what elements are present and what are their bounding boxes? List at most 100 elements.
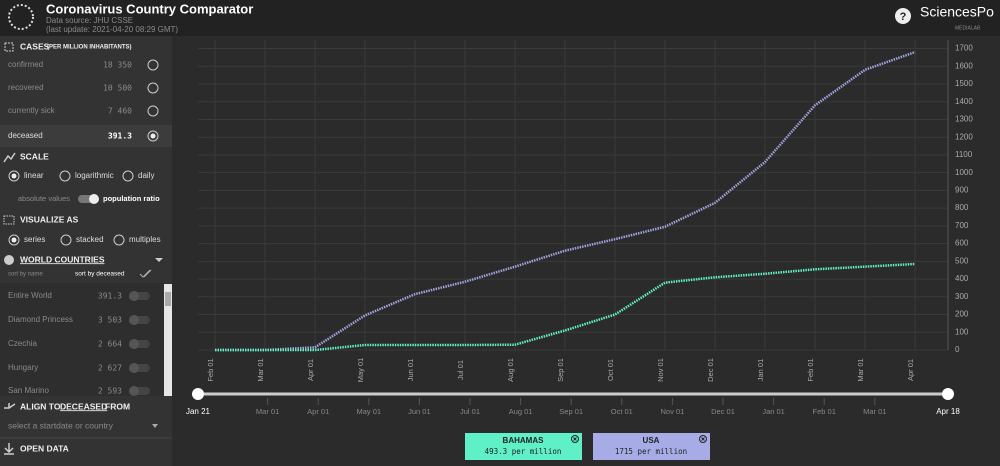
x-tick-label: Mar 01 — [856, 358, 865, 381]
sort[interactable]: sort by deceased — [75, 271, 125, 278]
country-label[interactable]: Hungary — [8, 363, 38, 372]
slider-label: Oct 01 — [611, 407, 633, 416]
country-knob[interactable] — [129, 339, 139, 349]
help-button[interactable] — [895, 8, 911, 24]
case-label[interactable]: recovered — [8, 83, 44, 92]
country-value[interactable]: 391.3 — [98, 292, 122, 301]
country-knob[interactable] — [129, 386, 139, 396]
x-tick-label: Jan 01 — [756, 359, 765, 382]
dropdown[interactable] — [155, 258, 163, 262]
list-bg — [0, 283, 172, 396]
y-tick-label: 400 — [955, 274, 969, 283]
legend-name: USA — [643, 436, 660, 445]
align-metric[interactable]: DECEASED — [60, 401, 107, 411]
x-tick-label: Feb 01 — [206, 358, 215, 381]
icon — [4, 42, 14, 52]
section-title: ALIGN TO — [20, 401, 61, 411]
country-label[interactable]: Entire World — [8, 291, 52, 300]
radio[interactable] — [60, 234, 72, 246]
check — [139, 269, 152, 278]
country-label[interactable]: Diamond Princess — [8, 315, 73, 324]
radio[interactable] — [122, 170, 134, 182]
x-tick-label: Jul 01 — [456, 360, 465, 380]
radio-dot[interactable] — [150, 133, 156, 139]
y-tick-label: 200 — [955, 310, 969, 319]
visualize-option[interactable]: stacked — [76, 235, 104, 244]
slider-label: Feb 01 — [813, 407, 836, 416]
y-tick-label: 1700 — [955, 44, 973, 53]
radio-dot[interactable] — [11, 237, 17, 243]
dropdown[interactable] — [152, 424, 158, 428]
y-tick-label: 300 — [955, 292, 969, 301]
legend-chip[interactable] — [593, 433, 710, 460]
case-value[interactable]: 18 350 — [103, 61, 132, 70]
legend-close-x[interactable] — [701, 437, 705, 441]
radio-dot[interactable] — [11, 173, 17, 179]
icon — [4, 403, 16, 409]
legend-chip[interactable] — [465, 433, 582, 460]
case-label[interactable]: deceased — [8, 131, 43, 140]
slider-label: Dec 01 — [711, 407, 735, 416]
country-value[interactable]: 2 664 — [98, 340, 122, 349]
country-value[interactable]: 2 627 — [98, 364, 122, 373]
section-title[interactable]: WORLD COUNTRIES — [20, 254, 105, 264]
country-value[interactable]: 3 503 — [98, 316, 122, 325]
open-data[interactable]: OPEN DATA — [20, 443, 69, 453]
sort[interactable]: sort by name — [8, 272, 43, 278]
case-value[interactable]: 7 460 — [108, 107, 132, 116]
radio[interactable] — [147, 105, 159, 117]
scale-option[interactable]: linear — [24, 171, 44, 180]
x-tick-label: Sep 01 — [556, 358, 565, 382]
visualize-option[interactable]: series — [24, 235, 45, 244]
scroll-thumb[interactable] — [165, 292, 171, 306]
section-subtitle: (PER MILLION INHABITANTS) — [47, 45, 132, 51]
country-knob[interactable] — [129, 363, 139, 373]
y-tick-label: 1100 — [955, 150, 973, 159]
country-value[interactable]: 2 593 — [98, 387, 122, 396]
icon — [4, 255, 14, 265]
series-line — [215, 50, 916, 352]
slider-label: Mar 01 — [863, 407, 886, 416]
legend-close[interactable] — [571, 435, 579, 443]
country-label[interactable]: Czechia — [8, 339, 37, 348]
y-tick-label: 1600 — [955, 61, 973, 70]
logo — [8, 4, 34, 30]
help-icon[interactable]: ? — [900, 11, 907, 23]
slider-label: Jun 01 — [408, 407, 431, 416]
toggle-knob[interactable] — [89, 194, 99, 204]
scale-option[interactable]: daily — [138, 171, 154, 180]
y-tick-label: 0 — [955, 345, 960, 354]
toggle-left[interactable]: absolute values — [18, 194, 70, 203]
slider-handle[interactable] — [192, 388, 204, 400]
slider-handle[interactable] — [942, 388, 954, 400]
scale-option[interactable]: logarithmic — [75, 171, 114, 180]
radio[interactable] — [147, 130, 159, 142]
radio[interactable] — [147, 82, 159, 94]
y-tick-label: 700 — [955, 221, 969, 230]
case-value[interactable]: 391.3 — [108, 132, 132, 141]
selected-row — [0, 125, 172, 147]
radio[interactable] — [59, 170, 71, 182]
radio[interactable] — [8, 234, 20, 246]
section-title: FROM — [105, 401, 130, 411]
visualize-option[interactable]: multiples — [129, 235, 161, 244]
icon — [3, 152, 16, 163]
align-select[interactable]: select a startdate or country — [8, 420, 114, 430]
x-tick-label: Nov 01 — [656, 358, 665, 382]
country-knob[interactable] — [129, 315, 139, 325]
radio[interactable] — [113, 234, 125, 246]
legend-close-x[interactable] — [573, 437, 577, 441]
case-label[interactable]: currently sick — [8, 106, 56, 115]
y-tick-label: 1200 — [955, 132, 973, 141]
radio[interactable] — [8, 170, 20, 182]
icon — [4, 443, 14, 455]
case-label[interactable]: confirmed — [8, 60, 43, 69]
country-label[interactable]: San Marino — [8, 386, 49, 395]
country-knob[interactable] — [129, 291, 139, 301]
case-value[interactable]: 10 500 — [103, 84, 132, 93]
radio[interactable] — [147, 59, 159, 71]
brand-sub: MÉDIALAB — [955, 24, 981, 31]
toggle-right[interactable]: population ratio — [103, 194, 160, 203]
legend-close[interactable] — [699, 435, 707, 443]
x-tick-label: Mar 01 — [256, 358, 265, 381]
